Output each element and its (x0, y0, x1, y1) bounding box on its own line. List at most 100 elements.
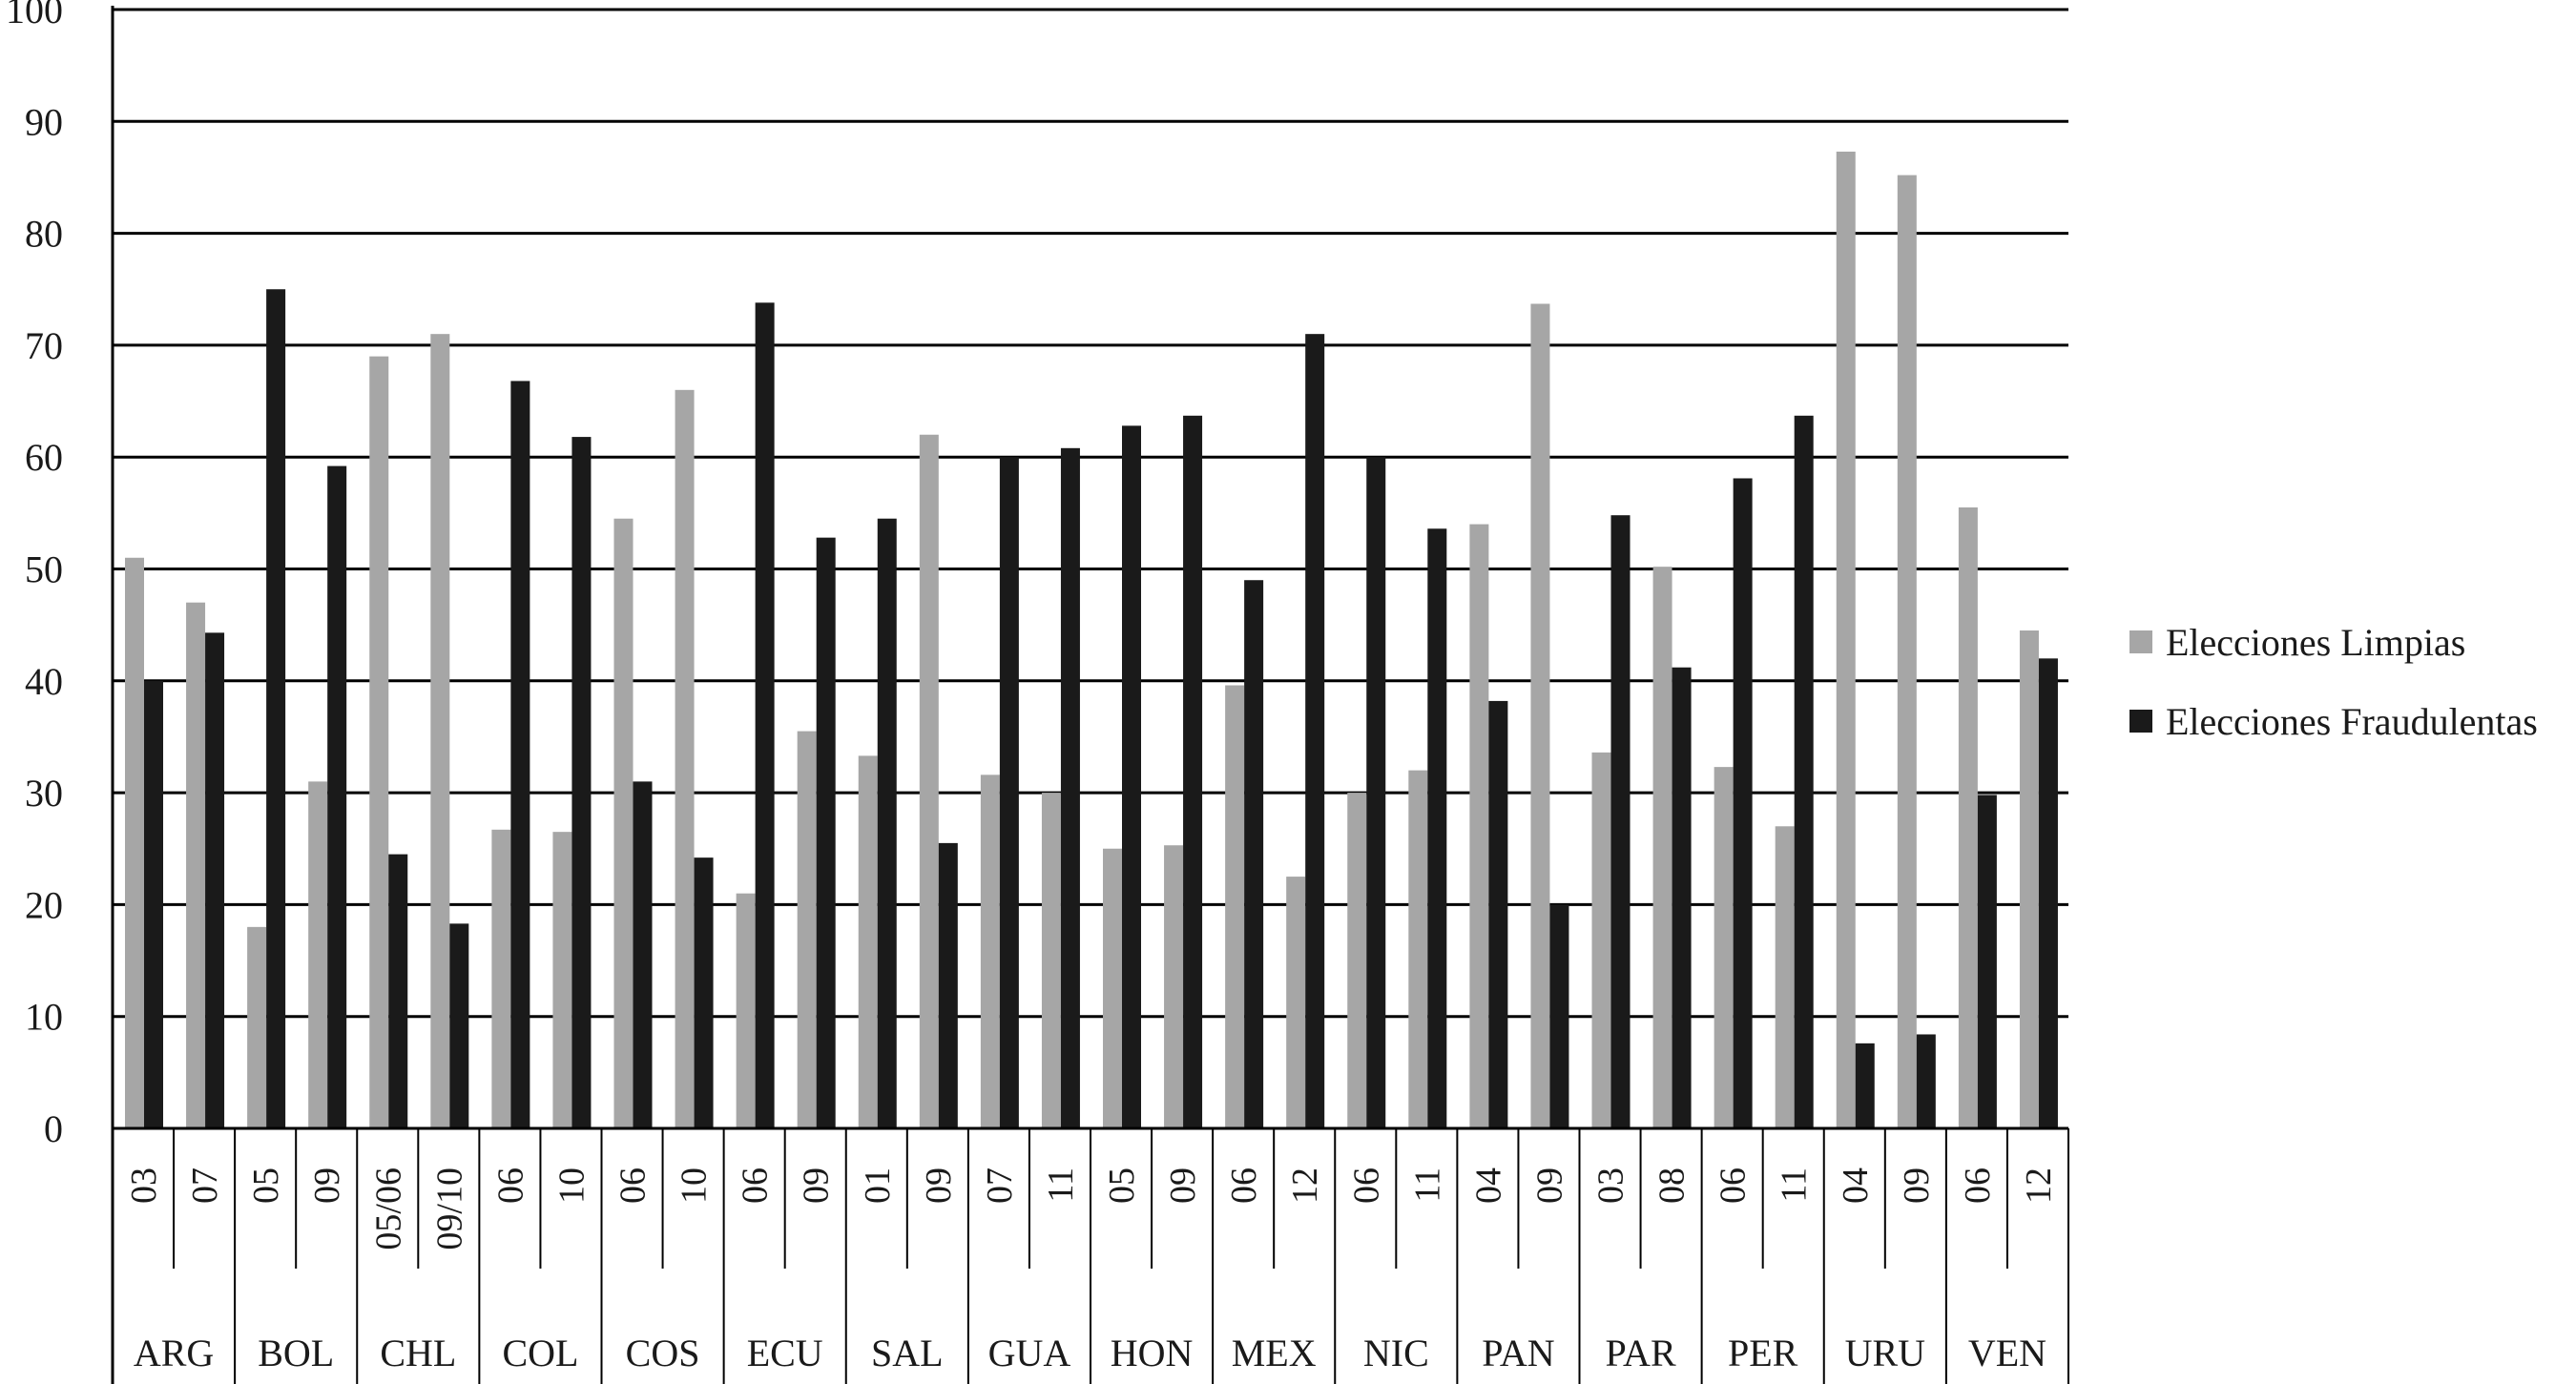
x-tick-label: 09 (919, 1167, 959, 1204)
bar-elecciones-fraudulentas (1305, 334, 1325, 1128)
country-label: ARG (134, 1332, 214, 1374)
x-tick-label: 09 (797, 1167, 837, 1204)
x-tick-label: 03 (1591, 1167, 1631, 1204)
bar-elecciones-fraudulentas (1977, 795, 1997, 1128)
country-label: COL (502, 1332, 578, 1374)
country-label: PAR (1605, 1332, 1675, 1374)
bar-elecciones-fraudulentas (755, 302, 775, 1128)
bar-elecciones-limpias (797, 731, 817, 1128)
legend: Elecciones Limpias Elecciones Fraudulenta… (2129, 621, 2538, 743)
bar-elecciones-fraudulentas (1122, 425, 1141, 1129)
bar-elecciones-limpias (1775, 826, 1795, 1128)
country-label: MEX (1232, 1332, 1317, 1374)
bar-elecciones-fraudulentas (877, 518, 897, 1128)
y-tick-label: 60 (25, 436, 63, 479)
x-tick-label: 10 (551, 1167, 592, 1204)
bar-elecciones-limpias (980, 775, 1000, 1128)
x-tick-label: 01 (858, 1167, 898, 1204)
y-tick-label: 40 (25, 660, 63, 703)
x-tick-label: 11 (1407, 1167, 1447, 1203)
country-label: CHL (380, 1332, 456, 1374)
bar-elecciones-fraudulentas (1060, 447, 1080, 1128)
x-tick-label: 09 (1529, 1167, 1569, 1204)
x-tick-label: 07 (980, 1167, 1020, 1204)
bar-elecciones-fraudulentas (1183, 415, 1203, 1128)
bar-elecciones-fraudulentas (1427, 528, 1447, 1128)
bar-elecciones-limpias (1530, 303, 1550, 1128)
bar-elecciones-limpias (1041, 793, 1061, 1128)
bar-elecciones-limpias (2019, 630, 2039, 1128)
x-tick-label: 12 (1285, 1167, 1325, 1204)
country-label: SAL (871, 1332, 944, 1374)
bar-elecciones-fraudulentas (633, 781, 653, 1128)
x-tick-label: 04 (1468, 1167, 1508, 1204)
bar-elecciones-fraudulentas (205, 632, 225, 1128)
bar-elecciones-limpias (1286, 877, 1306, 1128)
bar-elecciones-limpias (675, 389, 695, 1128)
bar-elecciones-limpias (430, 334, 450, 1128)
country-label: VEN (1968, 1332, 2046, 1374)
x-tick-label: 06 (736, 1167, 776, 1204)
bar-elecciones-fraudulentas (938, 842, 958, 1128)
x-tick-label: 04 (1836, 1167, 1876, 1204)
x-tick-label: 11 (1775, 1167, 1815, 1203)
bar-elecciones-limpias (186, 602, 206, 1128)
y-tick-label: 0 (44, 1107, 63, 1150)
bar-elecciones-limpias (1958, 506, 1978, 1128)
bar-elecciones-limpias (1103, 848, 1122, 1128)
bar-elecciones-fraudulentas (1244, 580, 1264, 1128)
y-tick-label: 80 (25, 213, 63, 256)
country-label: URU (1845, 1332, 1926, 1374)
bar-elecciones-fraudulentas (1794, 415, 1814, 1128)
bar-elecciones-fraudulentas (449, 923, 469, 1128)
legend-label: Elecciones Fraudulentas (2166, 700, 2538, 743)
bar-elecciones-fraudulentas (388, 854, 408, 1128)
bar-elecciones-limpias (613, 518, 634, 1128)
bar-elecciones-fraudulentas (1733, 478, 1753, 1128)
x-tick-label: 06 (1958, 1167, 1998, 1204)
bar-elecciones-limpias (736, 893, 756, 1128)
x-tick-label: 10 (675, 1167, 715, 1204)
bar-elecciones-fraudulentas (694, 857, 714, 1128)
x-tick-label: 11 (1041, 1167, 1081, 1203)
country-label: HON (1111, 1332, 1194, 1374)
country-label: COS (626, 1332, 700, 1374)
bar-elecciones-limpias (1897, 175, 1917, 1128)
y-tick-labels: 0 10 20 30 40 50 60 70 80 90 100 (6, 0, 63, 1150)
y-tick-label: 10 (25, 996, 63, 1039)
x-tick-label: 05 (1102, 1167, 1142, 1204)
bar-elecciones-limpias (1836, 151, 1856, 1129)
legend-swatch (2129, 710, 2152, 733)
bar-elecciones-limpias (125, 557, 144, 1128)
legend-swatch (2129, 630, 2152, 653)
x-tick-label: 06 (1714, 1167, 1754, 1204)
bar-elecciones-limpias (1714, 767, 1734, 1128)
bar-elecciones-fraudulentas (510, 381, 530, 1128)
bar-elecciones-fraudulentas (1672, 667, 1692, 1128)
bar-elecciones-fraudulentas (816, 537, 836, 1128)
bar-elecciones-limpias (1408, 770, 1428, 1128)
bar-elecciones-limpias (1652, 567, 1672, 1128)
country-label: PAN (1482, 1332, 1554, 1374)
x-tick-label: 09 (1897, 1167, 1937, 1204)
country-label: ECU (747, 1332, 823, 1374)
x-tick-label: 06 (613, 1167, 654, 1204)
bar-elecciones-limpias (369, 356, 389, 1128)
bar-elecciones-fraudulentas (266, 289, 286, 1128)
bar-elecciones-limpias (1347, 793, 1367, 1128)
bar-elecciones-limpias (1591, 752, 1611, 1128)
country-label: GUA (988, 1332, 1071, 1374)
bar-elecciones-limpias (1164, 845, 1184, 1128)
bar-elecciones-limpias (308, 781, 328, 1128)
x-tick-label: 07 (185, 1167, 225, 1204)
bar-elecciones-limpias (491, 829, 511, 1128)
country-label: BOL (258, 1332, 334, 1374)
y-tick-label: 20 (25, 883, 63, 926)
y-tick-label: 100 (6, 0, 63, 31)
bar-elecciones-fraudulentas (999, 457, 1019, 1128)
x-tick-label: 08 (1652, 1167, 1693, 1204)
y-tick-label: 50 (25, 548, 63, 591)
legend-label: Elecciones Limpias (2166, 621, 2465, 664)
x-tick-label: 06 (490, 1167, 530, 1204)
